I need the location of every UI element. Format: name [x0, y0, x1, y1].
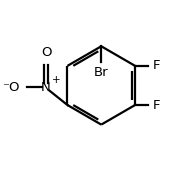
Text: ⁻O: ⁻O	[2, 81, 19, 94]
Text: Br: Br	[94, 66, 108, 79]
Text: F: F	[153, 98, 160, 112]
Text: N: N	[41, 81, 51, 94]
Text: F: F	[153, 59, 160, 72]
Text: O: O	[41, 46, 51, 59]
Text: +: +	[52, 75, 60, 85]
